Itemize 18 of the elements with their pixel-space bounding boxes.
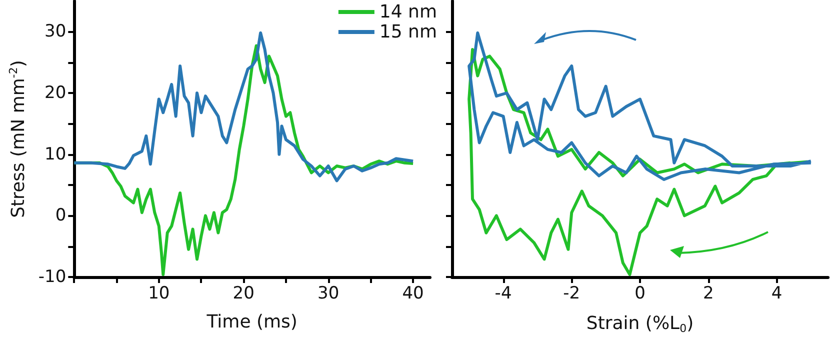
x-tick-label: -4 — [494, 284, 512, 304]
y-tick-label: -10 — [38, 267, 66, 287]
y-tick-label: 10 — [44, 144, 66, 164]
x-tick-label: 4 — [771, 284, 782, 304]
x-tick-label: -2 — [563, 284, 580, 304]
x-tick-label: 10 — [148, 284, 170, 304]
x-tick-label: 2 — [702, 284, 714, 304]
y-axis-title: Stress (mN mm-2) — [7, 60, 29, 218]
x-tick-label: 0 — [634, 284, 646, 304]
y-tick-label: 20 — [44, 83, 66, 103]
x-tick-label: 40 — [402, 284, 424, 304]
legend-label: 14 nm — [379, 2, 438, 22]
legend-label: 15 nm — [379, 22, 438, 42]
y-tick-label: 30 — [44, 22, 66, 42]
x-tick-label: 30 — [318, 284, 340, 304]
x-axis-title: Time (ms) — [206, 312, 298, 332]
x-tick-label: 20 — [232, 284, 254, 304]
y-tick-label: 0 — [55, 206, 66, 226]
